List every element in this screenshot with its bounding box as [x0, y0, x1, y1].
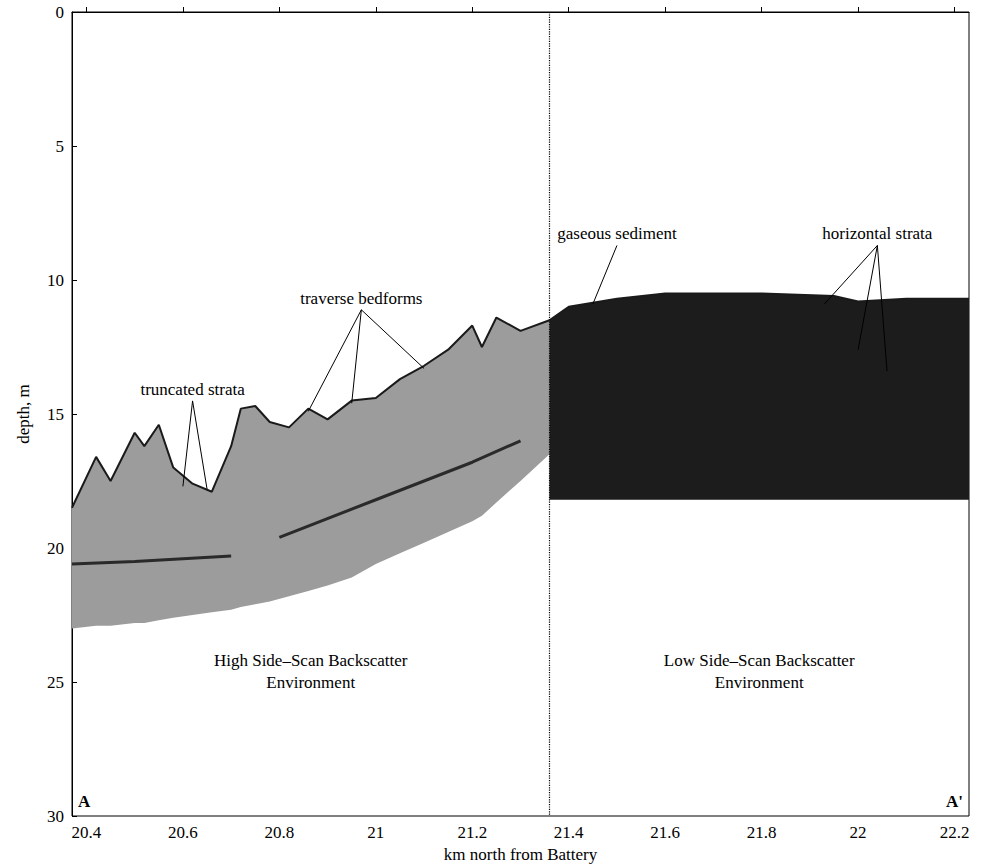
svg-text:depth, m: depth, m — [14, 384, 33, 444]
svg-text:21: 21 — [367, 823, 384, 842]
svg-text:21.6: 21.6 — [650, 823, 680, 842]
svg-text:High Side–Scan Backscatter: High Side–Scan Backscatter — [214, 651, 408, 670]
svg-text:30: 30 — [47, 807, 64, 826]
svg-text:20.6: 20.6 — [168, 823, 198, 842]
svg-text:5: 5 — [56, 137, 65, 156]
svg-text:20.8: 20.8 — [264, 823, 294, 842]
svg-text:horizontal strata: horizontal strata — [822, 224, 932, 243]
svg-text:21.4: 21.4 — [554, 823, 584, 842]
svg-text:20: 20 — [47, 539, 64, 558]
svg-text:10: 10 — [47, 271, 64, 290]
svg-text:km north from Battery: km north from Battery — [444, 845, 598, 864]
svg-text:Low Side–Scan Backscatter: Low Side–Scan Backscatter — [664, 651, 855, 670]
svg-text:truncated strata: truncated strata — [140, 380, 245, 399]
svg-text:20.4: 20.4 — [72, 823, 102, 842]
svg-text:15: 15 — [47, 405, 64, 424]
svg-text:Environment: Environment — [715, 673, 804, 692]
svg-text:22.2: 22.2 — [940, 823, 970, 842]
svg-text:21.2: 21.2 — [457, 823, 487, 842]
svg-text:22: 22 — [850, 823, 867, 842]
svg-text:25: 25 — [47, 673, 64, 692]
svg-text:0: 0 — [56, 3, 65, 22]
svg-text:traverse bedforms: traverse bedforms — [300, 289, 422, 308]
svg-text:Environment: Environment — [266, 673, 355, 692]
svg-text:21.8: 21.8 — [747, 823, 777, 842]
svg-text:A: A — [78, 792, 91, 811]
svg-text:A': A' — [946, 792, 963, 811]
svg-text:gaseous sediment: gaseous sediment — [557, 224, 677, 243]
